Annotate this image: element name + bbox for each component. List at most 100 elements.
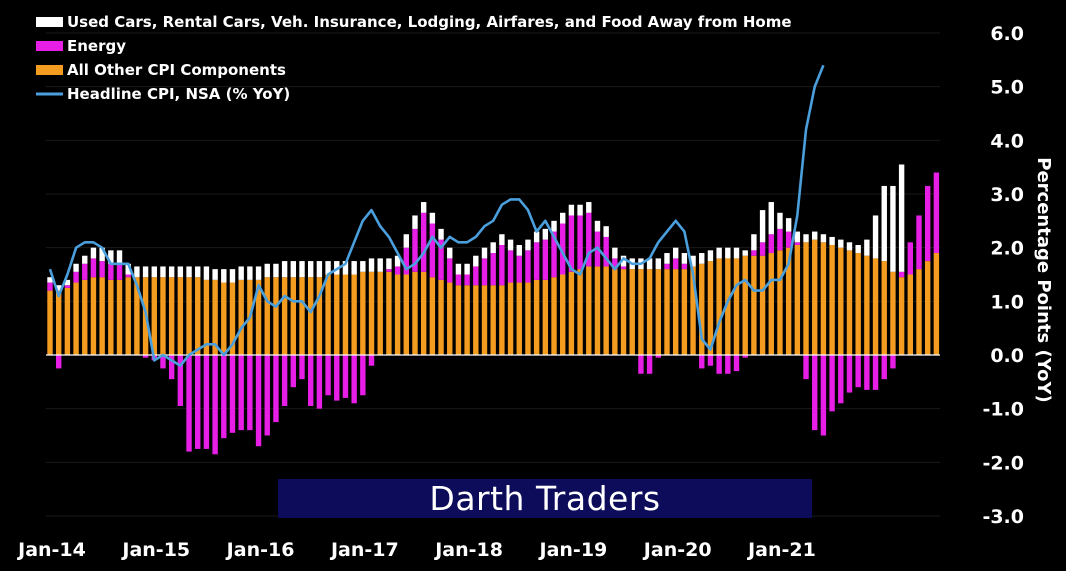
y-tick-label: -3.0 bbox=[982, 506, 1024, 528]
bar-energy bbox=[334, 355, 340, 401]
bar-other bbox=[820, 242, 827, 355]
bar-energy bbox=[586, 212, 592, 267]
bar-used-cars bbox=[99, 247, 105, 262]
bar-energy bbox=[125, 274, 131, 278]
bar-other bbox=[733, 258, 740, 355]
bar-energy bbox=[299, 355, 305, 380]
bar-other bbox=[785, 247, 792, 355]
y-tick-label: 6.0 bbox=[990, 23, 1024, 45]
bar-other bbox=[281, 277, 288, 355]
bar-used-cars bbox=[577, 204, 583, 216]
bar-used-cars bbox=[308, 261, 314, 278]
bar-used-cars bbox=[394, 255, 401, 267]
bar-other bbox=[481, 285, 488, 355]
bar-other bbox=[794, 244, 801, 355]
bar-other bbox=[924, 261, 931, 355]
bar-energy bbox=[203, 355, 210, 449]
bar-used-cars bbox=[455, 263, 462, 275]
bar-energy bbox=[829, 355, 835, 412]
bar-energy bbox=[777, 228, 783, 251]
bar-used-cars bbox=[360, 261, 366, 272]
bar-energy bbox=[733, 355, 740, 372]
bar-energy bbox=[108, 263, 114, 280]
bar-energy bbox=[890, 355, 896, 369]
bar-energy bbox=[898, 271, 905, 278]
bar-energy bbox=[620, 266, 627, 270]
bar-used-cars bbox=[229, 269, 236, 283]
bar-energy bbox=[664, 263, 670, 270]
bar-other bbox=[586, 266, 592, 355]
bar-used-cars bbox=[838, 239, 844, 248]
bar-used-cars bbox=[672, 247, 679, 259]
bar-other bbox=[898, 277, 905, 355]
bar-energy bbox=[820, 355, 827, 436]
bar-energy bbox=[247, 355, 253, 431]
bar-used-cars bbox=[125, 263, 131, 275]
bar-used-cars bbox=[403, 234, 409, 248]
bar-energy bbox=[368, 355, 375, 366]
bar-other bbox=[186, 277, 192, 355]
bar-energy bbox=[742, 355, 748, 358]
bar-other bbox=[299, 277, 305, 355]
y-tick-label: 5.0 bbox=[990, 77, 1024, 99]
bar-other bbox=[533, 279, 540, 355]
bar-used-cars bbox=[325, 261, 331, 275]
bar-other bbox=[264, 277, 270, 355]
bar-energy bbox=[386, 269, 392, 272]
bar-used-cars bbox=[803, 234, 809, 243]
bar-used-cars bbox=[499, 234, 505, 245]
bar-other bbox=[568, 271, 575, 355]
bar-other bbox=[881, 261, 887, 355]
bar-used-cars bbox=[551, 220, 557, 232]
bar-used-cars bbox=[151, 266, 157, 278]
bar-other bbox=[716, 258, 722, 355]
bar-used-cars bbox=[212, 269, 218, 280]
legend-swatch bbox=[36, 17, 63, 27]
bar-energy bbox=[499, 244, 505, 286]
bar-used-cars bbox=[429, 212, 436, 224]
bar-used-cars bbox=[542, 228, 549, 240]
bar-energy bbox=[473, 266, 479, 286]
bar-energy bbox=[855, 355, 861, 388]
bar-energy bbox=[429, 223, 436, 278]
bar-used-cars bbox=[342, 261, 349, 275]
bar-energy bbox=[273, 355, 279, 423]
bar-used-cars bbox=[299, 261, 305, 278]
x-tick-label: Jan-15 bbox=[120, 539, 190, 561]
bar-other bbox=[116, 279, 123, 355]
bar-energy bbox=[221, 355, 227, 439]
bar-used-cars bbox=[812, 231, 818, 240]
y-tick-label: 2.0 bbox=[990, 238, 1024, 260]
bar-used-cars bbox=[47, 277, 53, 283]
bar-energy bbox=[116, 263, 123, 280]
bar-other bbox=[560, 274, 566, 355]
bar-other bbox=[812, 239, 818, 355]
bar-used-cars bbox=[664, 253, 670, 264]
bar-energy bbox=[646, 355, 653, 374]
bar-energy bbox=[681, 263, 688, 270]
bar-other bbox=[203, 279, 210, 355]
bar-other bbox=[82, 279, 88, 355]
bar-used-cars bbox=[768, 202, 774, 235]
bar-energy bbox=[916, 215, 922, 270]
bar-used-cars bbox=[612, 247, 618, 259]
bar-used-cars bbox=[716, 247, 722, 259]
x-tick-label: Jan-21 bbox=[746, 539, 816, 561]
legend-swatch bbox=[36, 65, 63, 75]
bar-other bbox=[655, 269, 661, 355]
bar-other bbox=[490, 285, 496, 355]
bar-used-cars bbox=[386, 258, 392, 270]
bar-other bbox=[177, 277, 184, 355]
legend-label: Energy bbox=[67, 37, 126, 55]
bar-other bbox=[507, 282, 514, 355]
x-tick-label: Jan-17 bbox=[329, 539, 399, 561]
bar-energy bbox=[316, 355, 323, 409]
bar-used-cars bbox=[725, 247, 731, 259]
bar-other bbox=[681, 269, 688, 355]
bar-energy bbox=[481, 258, 488, 286]
bar-energy bbox=[186, 355, 192, 452]
bar-used-cars bbox=[690, 255, 696, 267]
bar-other bbox=[447, 282, 453, 355]
bar-other bbox=[290, 277, 297, 355]
